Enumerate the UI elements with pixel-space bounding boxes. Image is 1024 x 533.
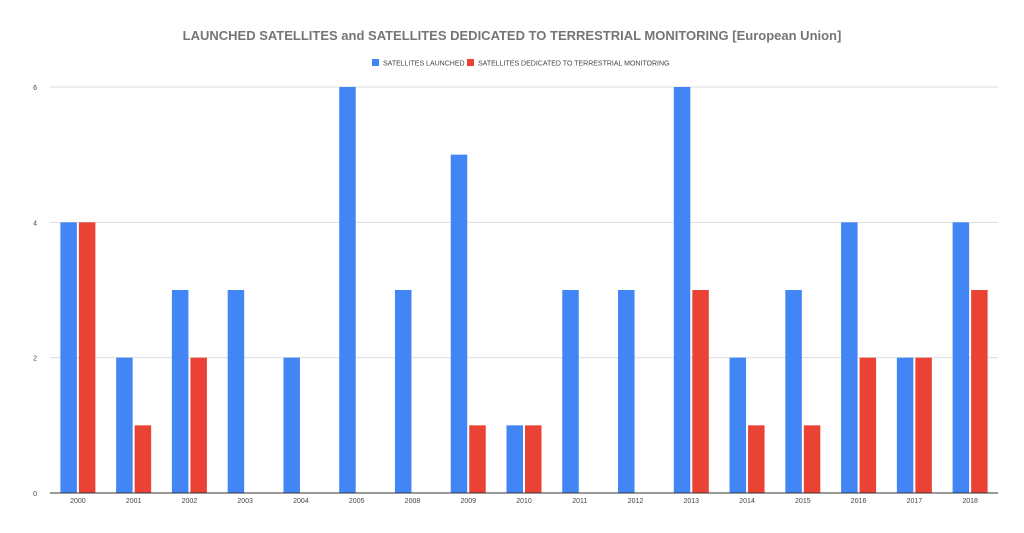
x-tick-label: 2008 (405, 498, 421, 505)
legend-label-terrestrial-monitoring: SATELLITES DEDICATED TO TERRESTRIAL MONI… (478, 61, 670, 68)
bar-launched-2018[interactable] (952, 222, 970, 494)
x-tick-label: 2009 (460, 498, 476, 505)
bar-launched-2003[interactable] (227, 290, 245, 493)
bar-monitoring-2000[interactable] (78, 222, 96, 494)
x-tick-label: 2014 (739, 498, 755, 505)
x-tick-label: 2001 (126, 498, 142, 505)
chart-title: LAUNCHED SATELLITES and SATELLITES DEDIC… (183, 28, 842, 43)
x-tick-label: 2018 (962, 498, 978, 505)
bar-monitoring-2001[interactable] (134, 425, 152, 493)
y-axis: 0 2 4 6 (33, 85, 37, 498)
x-tick-label: 2003 (237, 498, 253, 505)
legend: SATELLITES LAUNCHED SATELLITES DEDICATED… (372, 59, 670, 68)
bar-launched-2011[interactable] (562, 290, 579, 493)
bar-monitoring-2013[interactable] (692, 290, 709, 493)
y-tick-label: 0 (33, 491, 37, 498)
bar-monitoring-2009[interactable] (469, 425, 486, 493)
bar-launched-2015[interactable] (785, 290, 802, 493)
bar-launched-2009[interactable] (450, 154, 468, 493)
bar-launched-2000[interactable] (60, 222, 77, 494)
legend-swatch-satellites-launched (372, 59, 379, 66)
bar-launched-2016[interactable] (841, 222, 858, 494)
bar-launched-2005[interactable] (339, 87, 356, 493)
x-tick-label: 2002 (182, 498, 198, 505)
bar-monitoring-2014[interactable] (748, 425, 765, 493)
x-tick-label: 2011 (572, 498, 587, 505)
bar-monitoring-2002[interactable] (190, 357, 207, 493)
x-tick-label: 2012 (628, 498, 644, 505)
x-tick-label: 2005 (349, 498, 365, 505)
bar-launched-2001[interactable] (116, 357, 133, 493)
x-tick-label: 2015 (795, 498, 811, 505)
bar-launched-2002[interactable] (171, 290, 189, 493)
bar-launched-2014[interactable] (729, 357, 747, 493)
x-tick-label: 2016 (851, 498, 867, 505)
legend-swatch-terrestrial-monitoring (467, 59, 474, 66)
legend-label-satellites-launched: SATELLITES LAUNCHED (383, 61, 465, 68)
y-tick-label: 2 (33, 356, 37, 363)
bar-monitoring-2017[interactable] (915, 357, 932, 493)
y-tick-label: 6 (33, 85, 37, 92)
bar-launched-2010[interactable] (506, 425, 524, 493)
bar-monitoring-2016[interactable] (859, 357, 877, 493)
x-tick-label: 2010 (516, 498, 532, 505)
y-tick-label: 4 (33, 220, 37, 227)
bar-monitoring-2018[interactable] (971, 290, 988, 493)
bar-launched-2008[interactable] (394, 290, 412, 493)
bar-launched-2004[interactable] (283, 357, 300, 493)
x-tick-label: 2013 (684, 498, 700, 505)
bar-launched-2013[interactable] (673, 87, 691, 493)
bar-launched-2017[interactable] (896, 357, 914, 493)
x-axis: 2000 2001 2002 2003 2004 2005 2008 2009 2010 2011… (70, 498, 978, 505)
bar-launched-2012[interactable] (618, 290, 635, 493)
x-tick-label: 2017 (907, 498, 923, 505)
bar-monitoring-2010[interactable] (525, 425, 542, 493)
bar-monitoring-2015[interactable] (803, 425, 821, 493)
x-tick-label: 2000 (70, 498, 86, 505)
bars (60, 87, 988, 494)
x-tick-label: 2004 (293, 498, 309, 505)
grid (50, 86, 998, 359)
